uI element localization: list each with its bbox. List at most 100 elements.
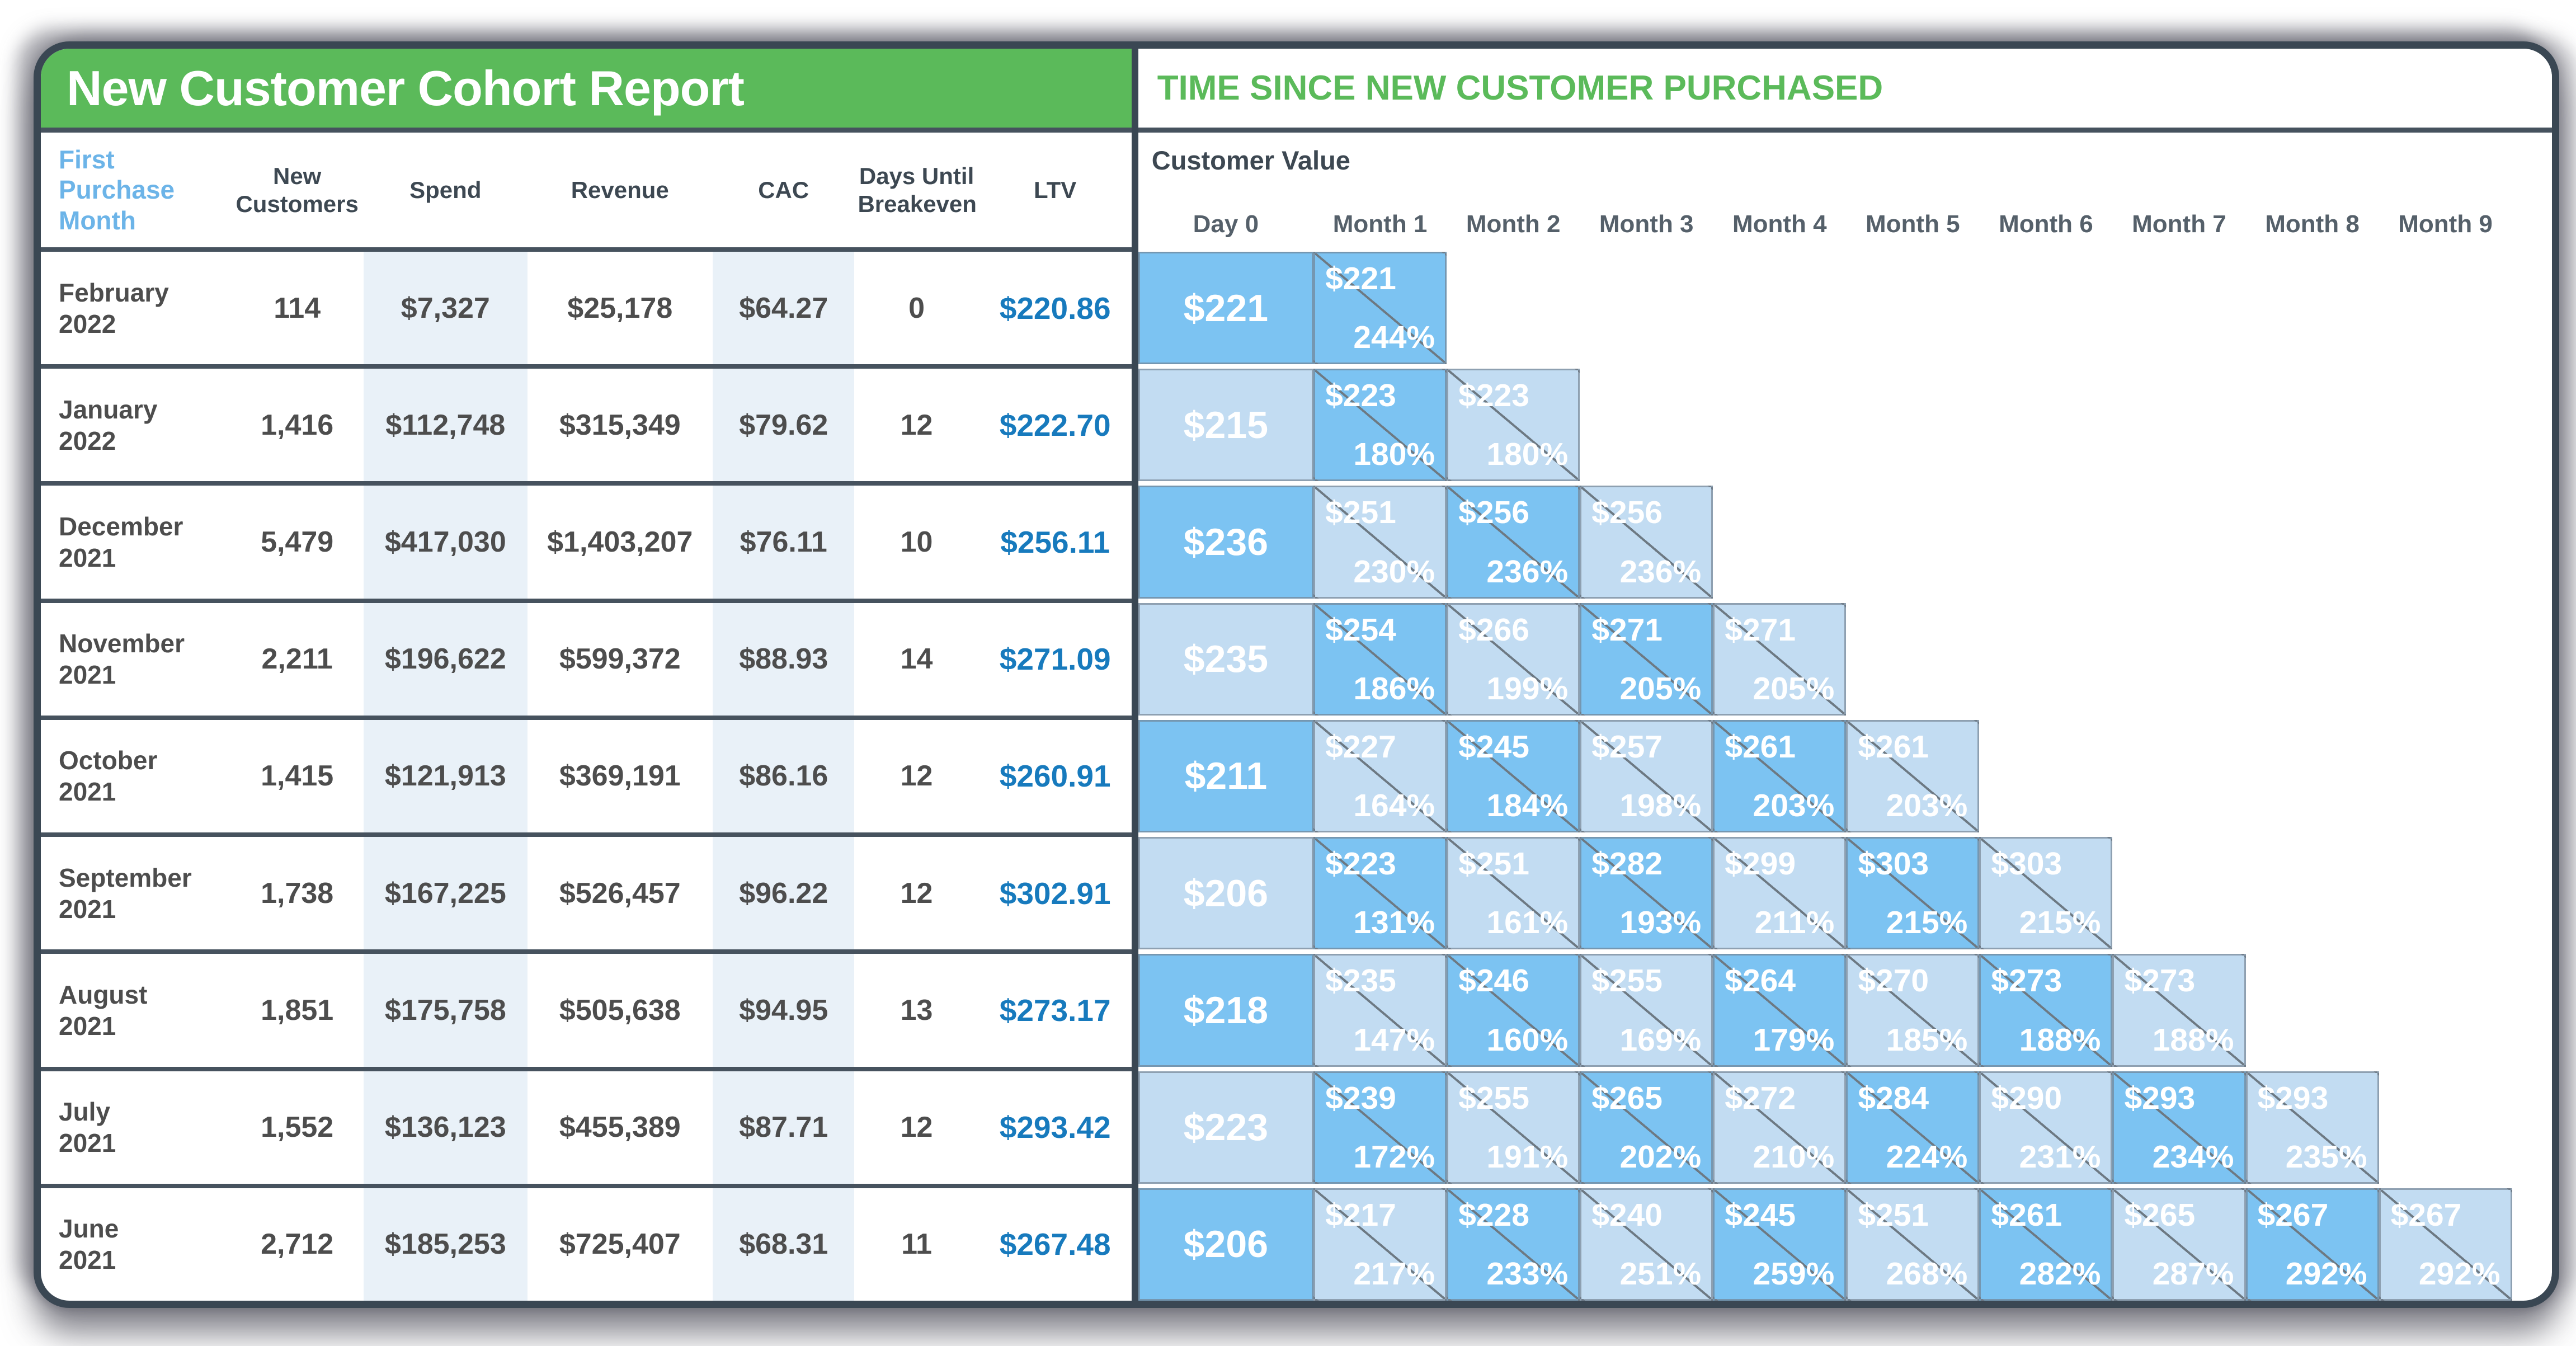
cohort-cell: $293 234% xyxy=(2112,1071,2246,1184)
new-customers-cell: 2,712 xyxy=(230,1188,364,1301)
cohort-cell: $257 198% xyxy=(1580,719,1713,833)
cohort-cell-value: $257 xyxy=(1591,728,1663,765)
cohort-cell-value: $254 xyxy=(1325,611,1396,648)
spend-cell-value: $136,123 xyxy=(384,1111,506,1144)
cohort-cell-percent: 236% xyxy=(1619,553,1702,590)
cohort-report-panel: New Customer Cohort Report First Purchas… xyxy=(34,41,2559,1308)
matrix-column-header-4: Month 4 xyxy=(1732,210,1827,238)
day0-value: $221 xyxy=(1183,286,1269,330)
days-until-breakeven-cell: 11 xyxy=(854,1188,978,1301)
cohort-cell: $303 215% xyxy=(1979,837,2113,950)
cohort-cell-percent: 193% xyxy=(1619,905,1702,941)
new-customers-cell: 5,479 xyxy=(230,486,364,598)
cohort-row: $235 $254 186% $266 199% $271 205% $271 205% xyxy=(1138,599,2552,716)
cohort-cell-percent: 198% xyxy=(1619,788,1702,824)
new-customers-cell-value: 1,415 xyxy=(261,760,334,793)
cohort-cell: $255 169% xyxy=(1580,954,1713,1067)
new-customers-cell: 1,552 xyxy=(230,1071,364,1184)
cohort-month-name: November xyxy=(59,629,185,658)
cohort-cell-value: $255 xyxy=(1591,963,1663,999)
new-customers-cell: 1,851 xyxy=(230,954,364,1066)
day0-value: $236 xyxy=(1183,521,1269,564)
new-customers-cell: 1,738 xyxy=(230,837,364,949)
cohort-cell-percent: 244% xyxy=(1353,319,1435,356)
cohort-year: 2021 xyxy=(59,1011,116,1041)
cohort-year: 2021 xyxy=(59,894,116,924)
cohort-cell-percent: 180% xyxy=(1353,436,1435,473)
spend-cell-value: $196,622 xyxy=(384,643,506,676)
revenue-cell: $505,638 xyxy=(528,954,713,1066)
revenue-cell: $1,403,207 xyxy=(528,486,713,598)
cohort-cell-value: $273 xyxy=(2124,963,2196,999)
table-row: October 2021 1,415 $121,913 $369,191 $86.16 12… xyxy=(41,715,1132,833)
cohort-cell-value: $223 xyxy=(1458,378,1529,414)
cohort-cell-percent: 292% xyxy=(2418,1255,2500,1292)
day0-cell: $206 xyxy=(1138,837,1314,950)
cohort-cell-percent: 184% xyxy=(1486,788,1569,824)
cohort-cell-value: $228 xyxy=(1458,1197,1529,1233)
report-title-bar: New Customer Cohort Report xyxy=(41,49,1132,133)
cohort-cell-percent: 191% xyxy=(1486,1138,1569,1175)
ltv-cell-value: $220.86 xyxy=(999,290,1111,326)
cac-cell-value: $94.95 xyxy=(739,994,828,1027)
table-row: November 2021 2,211 $196,622 $599,372 $88.93 1… xyxy=(41,598,1132,716)
matrix-title-bar: TIME SINCE NEW CUSTOMER PURCHASED xyxy=(1138,49,2552,133)
cohort-cell-value: $251 xyxy=(1325,495,1396,531)
new-customers-cell: 114 xyxy=(230,252,364,364)
cohort-cell: $246 160% xyxy=(1447,954,1580,1067)
spend-cell-value: $7,327 xyxy=(401,291,490,324)
cohort-cell: $299 211% xyxy=(1713,837,1847,950)
days-until-breakeven-cell: 13 xyxy=(854,954,978,1066)
cohort-cell-value: $255 xyxy=(1458,1080,1529,1116)
revenue-cell: $369,191 xyxy=(528,720,713,832)
cac-cell: $87.71 xyxy=(712,1071,855,1184)
cohort-cell-value: $245 xyxy=(1725,1197,1796,1233)
cohort-cell-value: $303 xyxy=(1991,846,2062,882)
day0-value: $215 xyxy=(1183,403,1269,446)
cohort-cell-value: $261 xyxy=(1858,728,1929,765)
days-until-breakeven-cell: 12 xyxy=(854,837,978,949)
cohort-cell-percent: 233% xyxy=(1486,1255,1569,1292)
cohort-cell: $284 224% xyxy=(1846,1071,1980,1184)
day0-cell: $223 xyxy=(1138,1071,1314,1184)
customer-value-label: Customer Value xyxy=(1151,145,1350,175)
cohort-summary-table: New Customer Cohort Report First Purchas… xyxy=(41,49,1138,1301)
day0-value: $206 xyxy=(1183,872,1269,915)
ltv-cell: $222.70 xyxy=(979,369,1132,481)
spend-cell: $121,913 xyxy=(364,719,528,833)
cohort-cell-percent: 251% xyxy=(1619,1255,1702,1292)
matrix-column-header-0: Day 0 xyxy=(1193,210,1259,238)
cohort-cell-value: $256 xyxy=(1591,495,1663,531)
cohort-cell-percent: 131% xyxy=(1353,905,1435,941)
table-row: June 2021 2,712 $185,253 $725,407 $68.31 11 $26… xyxy=(41,1183,1132,1301)
cohort-cell-percent: 203% xyxy=(1753,788,1835,824)
days-until-breakeven-cell: 12 xyxy=(854,1071,978,1184)
first-purchase-month-cell: September 2021 xyxy=(41,837,230,949)
revenue-cell-value: $725,407 xyxy=(559,1228,681,1261)
ltv-cell-value: $260.91 xyxy=(999,759,1111,794)
cohort-cell-percent: 234% xyxy=(2152,1138,2234,1175)
cohort-cell-value: $245 xyxy=(1458,728,1529,765)
cohort-cell: $272 210% xyxy=(1713,1071,1847,1184)
column-header-5: Days Until Breakeven xyxy=(858,162,977,217)
cohort-cell-value: $282 xyxy=(1591,846,1663,882)
cohort-cell: $261 203% xyxy=(1846,719,1980,833)
day0-value: $223 xyxy=(1183,1106,1269,1149)
cohort-cell-percent: 215% xyxy=(1886,905,1968,941)
matrix-column-header-9: Month 9 xyxy=(2398,210,2493,238)
ltv-cell-value: $256.11 xyxy=(1000,525,1110,560)
cohort-cell-percent: 161% xyxy=(1486,905,1569,941)
cohort-row: $206 $217 217% $228 233% $240 251% $245 259% $251… xyxy=(1138,1184,2552,1301)
revenue-cell-value: $25,178 xyxy=(567,291,673,324)
spend-cell-value: $167,225 xyxy=(384,877,506,910)
cohort-cell-percent: 164% xyxy=(1353,788,1435,824)
cohort-cell-percent: 169% xyxy=(1619,1022,1702,1058)
cohort-cell-value: $265 xyxy=(2124,1197,2196,1233)
revenue-cell: $25,178 xyxy=(528,252,713,364)
ltv-cell: $260.91 xyxy=(979,720,1132,832)
revenue-cell-value: $1,403,207 xyxy=(547,526,693,559)
spend-cell: $136,123 xyxy=(364,1071,528,1184)
spend-cell: $196,622 xyxy=(364,603,528,716)
left-col-headers: First Purchase Month New Customers Spend Re… xyxy=(41,133,1132,247)
table-row: December 2021 5,479 $417,030 $1,403,207 $76.1… xyxy=(41,481,1132,599)
